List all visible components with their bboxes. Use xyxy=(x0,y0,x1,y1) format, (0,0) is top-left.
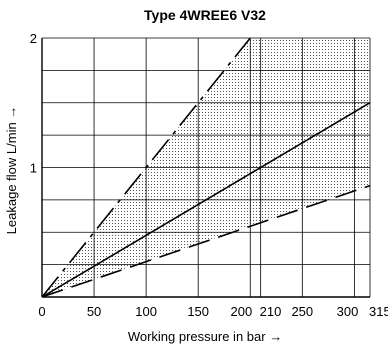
series-layer xyxy=(42,38,370,297)
y-tick-label: 2 xyxy=(30,31,37,46)
x-axis-label: Working pressure in bar → xyxy=(128,329,282,344)
x-tick-label: 200 xyxy=(231,304,253,319)
y-tick-label: 1 xyxy=(30,161,37,176)
x-tick-label: 150 xyxy=(187,304,209,319)
series-line-dashed xyxy=(42,184,370,297)
chart-title: Type 4WREE6 V32 xyxy=(144,7,266,23)
tick-label-layer: 0 50 100 150 200 210 250 300 315 1 2 xyxy=(30,31,388,319)
y-axis-label: Leakage flow L/min → xyxy=(4,106,19,235)
series-line-dash-dot xyxy=(42,38,251,297)
x-tick-label: 250 xyxy=(291,304,313,319)
x-tick-label: 0 xyxy=(38,304,45,319)
x-tick-label: 300 xyxy=(337,304,359,319)
x-tick-label: 100 xyxy=(135,304,157,319)
x-tick-label: 210 xyxy=(260,304,282,319)
frame-layer xyxy=(41,38,370,298)
x-tick-label: 50 xyxy=(87,304,101,319)
series-line-solid xyxy=(42,102,370,297)
x-tick-label: 315 xyxy=(369,304,388,319)
